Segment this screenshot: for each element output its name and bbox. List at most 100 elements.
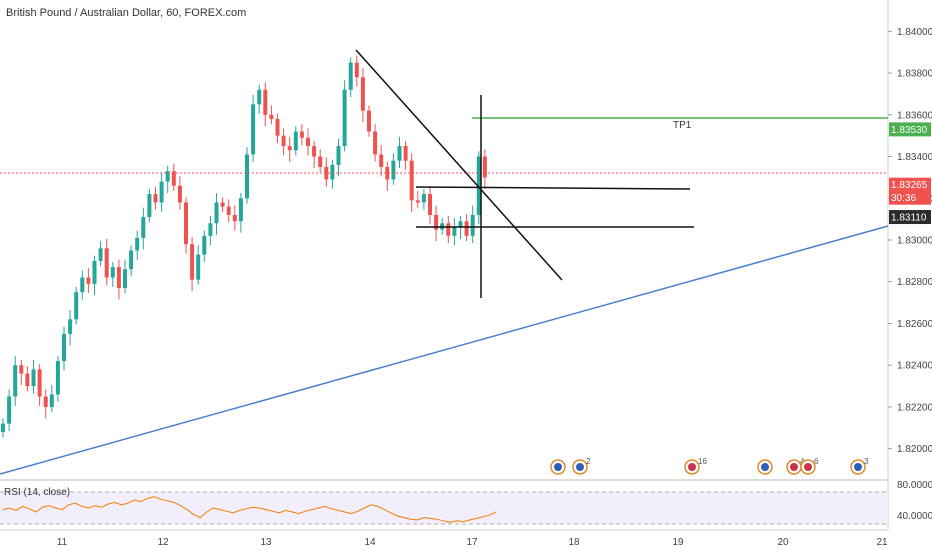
candle-body <box>293 131 298 151</box>
candle-body <box>373 131 378 155</box>
price-tick-label: 1.83000 <box>897 236 932 247</box>
candle-body <box>232 214 237 222</box>
flag-icon <box>790 463 798 471</box>
candle-body <box>330 164 335 180</box>
rsi-line <box>2 496 497 523</box>
candle-body <box>123 269 127 288</box>
candle-body <box>269 114 274 119</box>
candle-body <box>257 89 262 105</box>
candle-body <box>379 154 384 167</box>
candle-body <box>446 223 451 236</box>
candle-body <box>31 369 36 387</box>
price-tick-label: 1.84000 <box>897 27 932 38</box>
flag-icon <box>854 463 862 471</box>
candle-body <box>129 250 134 270</box>
candle-body <box>409 160 414 201</box>
price-tag-bg <box>889 122 931 137</box>
flag-icon <box>688 463 696 471</box>
rsi-band <box>0 492 888 524</box>
rsi-label: RSI (14, close) <box>4 487 71 498</box>
candle-body <box>55 361 60 395</box>
price-tag-bg <box>889 210 931 225</box>
candle-body <box>470 214 475 236</box>
price-tick-label: 1.83600 <box>897 110 932 121</box>
candle-body <box>116 267 121 288</box>
candle-body <box>299 131 304 138</box>
candle-body <box>214 202 219 224</box>
price-tag-label: 1.83110 <box>891 213 927 224</box>
candle-body <box>452 227 457 236</box>
time-tick-label: 12 <box>157 537 169 548</box>
time-tick-label: 17 <box>466 537 478 548</box>
support-trendline[interactable] <box>0 225 889 475</box>
price-tick-label: 1.82400 <box>897 361 932 372</box>
candle-body <box>184 202 188 245</box>
time-tick-label: 19 <box>672 537 684 548</box>
candle-body <box>1 423 5 432</box>
candle-body <box>342 89 347 147</box>
time-tick-label: 18 <box>568 537 580 548</box>
candle-body <box>397 146 402 161</box>
candle-body <box>421 194 426 203</box>
candle-body <box>165 171 170 182</box>
flag-icon <box>554 463 562 471</box>
candle-body <box>482 156 487 178</box>
candle-body <box>86 277 91 284</box>
event-count: 4 <box>800 457 805 466</box>
price-tags: 1.83530 1.83265 30:36 1.83110 <box>889 122 931 225</box>
candle-body <box>428 194 432 215</box>
candle-body <box>196 254 201 280</box>
candle-body <box>391 160 396 180</box>
candle-body <box>476 156 481 215</box>
candles <box>1 55 487 438</box>
price-tag-label: 1.83530 <box>891 125 928 136</box>
candle-body <box>238 198 243 222</box>
candle-body <box>287 146 292 151</box>
candle-body <box>37 369 42 397</box>
candle-body <box>19 365 24 374</box>
candle-body <box>177 185 182 203</box>
candle-body <box>458 221 463 228</box>
resistance-trendline[interactable] <box>355 49 563 281</box>
price-tag-bg <box>889 177 931 192</box>
candle-body <box>324 166 329 180</box>
time-tick-label: 21 <box>876 537 888 548</box>
flag-icon <box>761 463 769 471</box>
event-badges[interactable]: 2 16 4 6 3 <box>550 457 869 475</box>
candle-body <box>434 214 439 230</box>
candle-body <box>415 200 420 203</box>
candle-body <box>354 62 359 78</box>
candle-body <box>306 137 310 147</box>
time-tick-label: 13 <box>260 537 272 548</box>
candle-body <box>403 146 408 161</box>
candle-body <box>62 333 66 362</box>
price-tick-label: 1.83400 <box>897 152 932 163</box>
candle-body <box>80 277 85 293</box>
time-ticks: 11 12 13 14 17 18 19 20 21 <box>57 537 888 548</box>
candle-body <box>43 396 48 407</box>
horizontal-line-upper[interactable] <box>415 186 691 190</box>
price-tick-label: 1.82800 <box>897 277 932 288</box>
candle-body <box>226 206 231 215</box>
candle-body <box>202 235 207 255</box>
candle-body <box>318 156 323 167</box>
candle-body <box>7 396 12 424</box>
candle-body <box>312 146 317 157</box>
candle-body <box>98 248 103 261</box>
candle-body <box>141 217 146 238</box>
candle-body <box>251 104 256 155</box>
candle-body <box>110 267 115 278</box>
rsi-tick-80: 80.0000 <box>897 480 932 491</box>
price-tag-label: 1.83265 <box>891 180 928 191</box>
candle-body <box>263 89 268 115</box>
candle-body <box>281 135 286 147</box>
flag-icon <box>804 463 812 471</box>
candle-body <box>92 260 97 284</box>
candle-body <box>245 154 249 199</box>
candle-body <box>336 146 341 165</box>
candle-body <box>171 171 176 186</box>
price-tick-label: 1.83800 <box>897 69 932 80</box>
candle-body <box>464 221 469 236</box>
candle-body <box>348 62 353 90</box>
